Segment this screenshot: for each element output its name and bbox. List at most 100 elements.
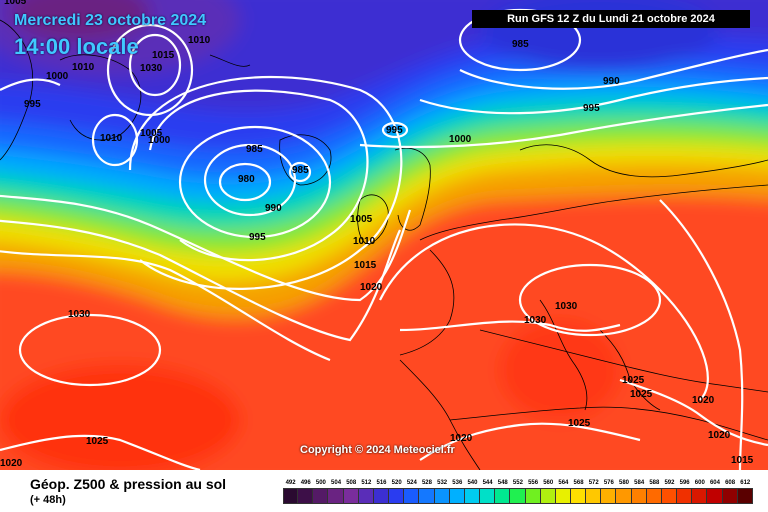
scale-item: 524 <box>404 479 420 504</box>
scale-swatch <box>449 488 465 504</box>
scale-swatch <box>313 488 329 504</box>
run-info: Run GFS 12 Z du Lundi 21 octobre 2024 <box>472 10 750 28</box>
scale-swatch <box>525 488 541 504</box>
isobar-label: 1025 <box>86 436 109 447</box>
scale-item: 608 <box>722 479 738 504</box>
scale-swatch <box>737 488 753 504</box>
scale-swatch <box>540 488 556 504</box>
scale-swatch <box>707 488 723 504</box>
scale-item: 576 <box>601 479 617 504</box>
scale-swatch <box>404 488 420 504</box>
scale-value-label: 548 <box>497 480 508 486</box>
isobar-label: 1030 <box>68 309 91 320</box>
scale-item: 520 <box>389 479 405 504</box>
isobar-label: 1010 <box>100 133 123 144</box>
scale-swatch <box>692 488 708 504</box>
isobar-label: 1020 <box>692 395 715 406</box>
forecast-time: 14:00 locale <box>14 34 139 59</box>
scale-swatch <box>389 488 405 504</box>
scale-value-label: 560 <box>543 480 554 486</box>
isobar-label: 1005 <box>140 128 163 139</box>
scale-swatch <box>480 488 496 504</box>
scale-value-label: 492 <box>285 480 296 486</box>
isobar-label: 1030 <box>524 315 547 326</box>
scale-value-label: 572 <box>588 480 599 486</box>
scale-swatch <box>646 488 662 504</box>
coastlines <box>0 19 768 470</box>
isobar-label: 1020 <box>708 430 731 441</box>
scale-item: 572 <box>586 479 602 504</box>
legend-subtitle: (+ 48h) <box>30 494 66 506</box>
scale-swatch <box>677 488 693 504</box>
scale-value-label: 568 <box>573 480 584 486</box>
scale-value-label: 528 <box>421 480 432 486</box>
weather-map: 1010 1015 1010 1000 1030 995 1010 1005 1… <box>0 0 768 470</box>
scale-value-label: 592 <box>664 480 675 486</box>
scale-item: 532 <box>434 479 450 504</box>
isobar-label: 1020 <box>0 458 23 469</box>
scale-value-label: 544 <box>482 480 493 486</box>
scale-item: 604 <box>707 479 723 504</box>
scale-swatch <box>495 488 511 504</box>
isobar-label: 995 <box>386 125 403 136</box>
scale-item: 544 <box>480 479 496 504</box>
scale-swatch <box>358 488 374 504</box>
isobar-label: 1030 <box>555 301 578 312</box>
isobar-label: 985 <box>292 165 309 176</box>
scale-item: 500 <box>313 479 329 504</box>
isobars <box>0 8 768 470</box>
scale-swatch <box>570 488 587 504</box>
scale-item: 568 <box>570 479 587 504</box>
isobar-label: 985 <box>512 39 529 50</box>
scale-value-label: 552 <box>512 480 523 486</box>
color-scale: 492 496 500 504 508 512 516 520 524 528 532 536 540 5… <box>283 479 753 504</box>
scale-swatch <box>283 488 299 504</box>
scale-item: 536 <box>449 479 465 504</box>
scale-item: 504 <box>328 479 344 504</box>
scale-swatch <box>298 488 314 504</box>
scale-value-label: 584 <box>634 480 645 486</box>
scale-value-label: 496 <box>300 480 311 486</box>
scale-value-label: 564 <box>558 480 569 486</box>
copyright: Copyright © 2024 Meteociel.fr <box>300 444 455 456</box>
isobar-label: 1025 <box>622 375 645 386</box>
scale-item: 588 <box>646 479 662 504</box>
isobar-label: 1010 <box>188 35 211 46</box>
isobar-label: 995 <box>583 103 600 114</box>
scale-item: 516 <box>373 479 390 504</box>
scale-swatch <box>510 488 526 504</box>
scale-value-label: 600 <box>694 480 705 486</box>
scale-item: 552 <box>510 479 526 504</box>
isobar-label: 1025 <box>630 389 653 400</box>
scale-item: 492 <box>283 479 299 504</box>
scale-swatch <box>419 488 435 504</box>
scale-item: 528 <box>419 479 435 504</box>
scale-item: 540 <box>464 479 481 504</box>
geopotential-bands <box>0 0 768 470</box>
scale-value-label: 524 <box>406 480 417 486</box>
isobar-label: 1005 <box>350 214 373 225</box>
scale-value-label: 588 <box>649 480 660 486</box>
scale-value-label: 540 <box>467 480 478 486</box>
scale-value-label: 508 <box>346 480 357 486</box>
isobar-label: 1030 <box>140 63 163 74</box>
scale-item: 612 <box>737 479 753 504</box>
isobar-label: 995 <box>249 232 266 243</box>
scale-item: 580 <box>616 479 632 504</box>
scale-value-label: 580 <box>619 480 630 486</box>
scale-value-label: 536 <box>452 480 463 486</box>
isobar-label: 1015 <box>354 260 377 271</box>
scale-swatch <box>373 488 390 504</box>
scale-swatch <box>722 488 738 504</box>
scale-item: 560 <box>540 479 556 504</box>
scale-swatch <box>434 488 450 504</box>
scale-swatch <box>661 488 678 504</box>
scale-swatch <box>555 488 571 504</box>
scale-item: 512 <box>358 479 374 504</box>
legend-title: Géop. Z500 & pression au sol <box>30 476 227 492</box>
isobar-label: 1010 <box>72 62 95 73</box>
scale-value-label: 604 <box>709 480 720 486</box>
scale-item: 596 <box>677 479 693 504</box>
isobar-label: 1000 <box>449 134 472 145</box>
scale-swatch <box>616 488 632 504</box>
